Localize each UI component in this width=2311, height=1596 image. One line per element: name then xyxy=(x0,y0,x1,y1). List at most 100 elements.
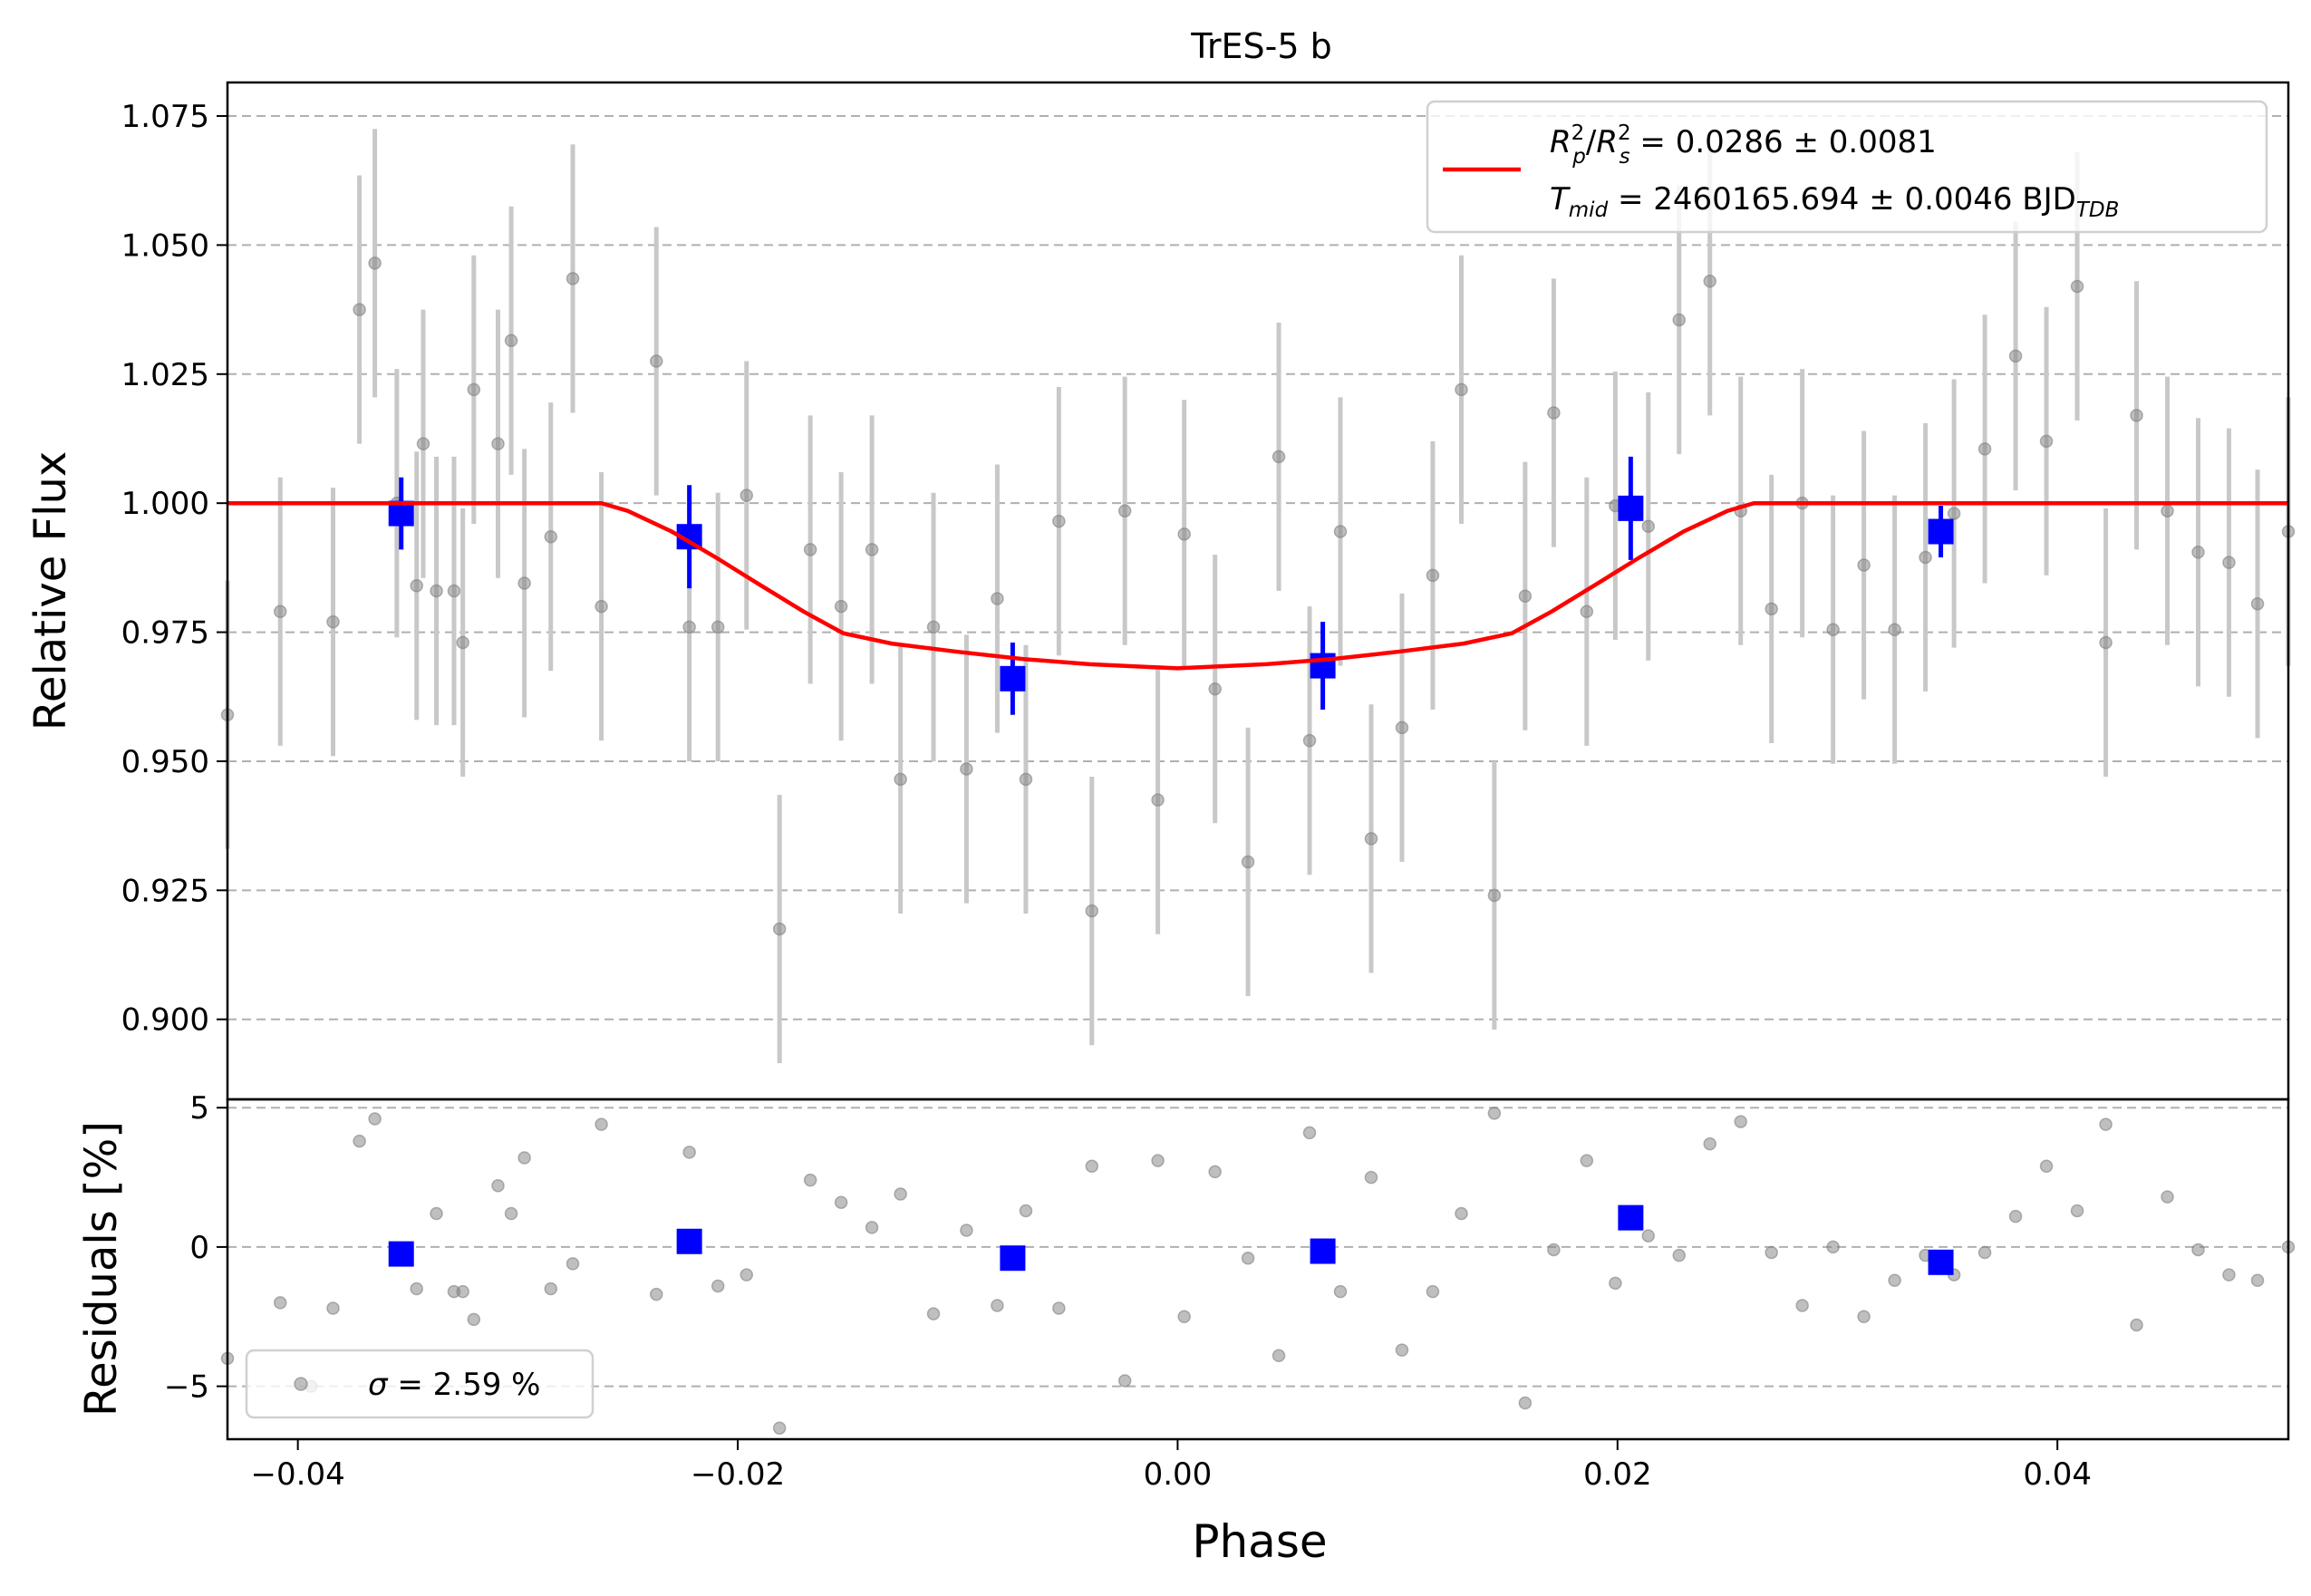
flux-y-tick-label: 0.950 xyxy=(121,744,209,780)
flux-data-point xyxy=(2008,349,2023,363)
residual-data-point xyxy=(410,1282,423,1296)
residual-data-point xyxy=(682,1146,696,1159)
residual-data-point xyxy=(1208,1165,1222,1179)
flux-y-tick-label: 1.075 xyxy=(121,99,209,135)
flux-data-point xyxy=(1019,772,1033,787)
residual-binned-point xyxy=(1928,1249,1954,1275)
residual-data-point xyxy=(368,1112,382,1126)
residual-data-point xyxy=(456,1284,469,1299)
flux-data-point xyxy=(2250,596,2265,611)
phase-x-tick-label: −0.02 xyxy=(691,1456,785,1493)
flux-data-point xyxy=(1826,623,1840,636)
flux-data-point xyxy=(1364,832,1378,846)
flux-y-tick-label: 0.975 xyxy=(121,615,209,652)
residual-data-point xyxy=(2070,1204,2084,1218)
flux-data-point xyxy=(711,620,725,634)
flux-data-point xyxy=(1547,406,1561,420)
residual-data-point xyxy=(467,1312,481,1327)
residual-data-point xyxy=(991,1299,1004,1312)
residuals-y-tick-label: 5 xyxy=(189,1090,209,1127)
flux-data-point xyxy=(926,620,941,634)
residual-data-point xyxy=(566,1257,580,1271)
flux-data-point xyxy=(1177,527,1191,541)
residual-data-point xyxy=(1333,1284,1348,1299)
flux-data-point xyxy=(326,614,340,629)
flux-binned-point xyxy=(1000,665,1026,692)
residual-data-point xyxy=(430,1206,443,1221)
flux-data-point xyxy=(682,620,696,634)
flux-data-point xyxy=(595,599,608,614)
residual-data-point xyxy=(1580,1154,1594,1167)
residual-data-point xyxy=(1395,1343,1409,1357)
residual-binned-points xyxy=(388,1204,1954,1275)
flux-data-point xyxy=(894,772,907,787)
residual-data-point xyxy=(1826,1240,1840,1254)
residual-data-point xyxy=(1734,1115,1747,1128)
residual-data-point xyxy=(595,1117,608,1131)
residual-data-point xyxy=(1547,1243,1561,1257)
residual-data-point xyxy=(1672,1248,1687,1262)
flux-data-point xyxy=(2161,504,2174,517)
flux-data-point xyxy=(960,762,973,776)
residual-data-point xyxy=(1302,1126,1317,1140)
model-curve xyxy=(227,500,2288,671)
flux-data-point xyxy=(368,256,382,270)
residual-data-point xyxy=(1977,1245,1992,1260)
phase-x-tick-label: 0.04 xyxy=(2023,1456,2092,1493)
residual-data-point xyxy=(1272,1349,1286,1363)
residual-data-point xyxy=(1241,1251,1255,1265)
residual-binned-point xyxy=(1618,1204,1644,1231)
residual-data-point xyxy=(2222,1268,2236,1282)
flux-data-point xyxy=(504,334,518,348)
phase-x-axis-label: Phase xyxy=(1192,1515,1327,1568)
residual-data-point xyxy=(2039,1159,2054,1174)
flux-data-point xyxy=(834,599,848,614)
flux-data-point xyxy=(491,437,505,450)
residuals-y-tick-label: −5 xyxy=(164,1369,209,1406)
flux-data-point xyxy=(353,303,366,316)
flux-data-point xyxy=(1765,602,1778,616)
flux-data-point xyxy=(1426,568,1440,583)
residual-data-point xyxy=(1085,1159,1099,1174)
residuals-y-tick-label: 0 xyxy=(189,1230,209,1266)
flux-data-point xyxy=(1085,904,1099,918)
residuals-legend-box xyxy=(245,1349,595,1419)
flux-data-point xyxy=(1302,733,1317,748)
flux-data-point xyxy=(416,437,430,450)
residual-data-point xyxy=(504,1206,518,1221)
residual-data-point xyxy=(2008,1209,2023,1224)
residual-data-point xyxy=(865,1221,879,1234)
flux-data-point xyxy=(1857,558,1871,572)
flux-data-point xyxy=(1052,514,1066,528)
residual-data-point xyxy=(1888,1273,1901,1288)
residual-data-point xyxy=(1703,1137,1716,1151)
residual-data-point xyxy=(2099,1117,2113,1131)
flux-binned-point xyxy=(1310,653,1336,679)
flux-data-point xyxy=(410,579,423,593)
residuals-axes-frame xyxy=(226,1098,2290,1441)
residual-data-point xyxy=(2130,1318,2143,1332)
flux-data-point xyxy=(1641,519,1656,534)
residuals-y-axis-label: Residuals [%] xyxy=(76,1121,127,1417)
flux-data-point xyxy=(1672,313,1687,327)
residual-data-point xyxy=(1151,1154,1165,1167)
flux-data-point xyxy=(1395,721,1409,735)
residual-data-point xyxy=(926,1307,941,1320)
flux-y-tick-label: 1.025 xyxy=(121,357,209,393)
flux-data-point xyxy=(1518,589,1533,603)
flux-data-point xyxy=(1888,623,1901,636)
phase-x-tick-label: 0.00 xyxy=(1144,1456,1213,1493)
flux-data-point xyxy=(566,272,580,285)
residuals-panel: −5 0 5 −0.04 −0.02 0.00 0.02 0.04 Residuals [%… xyxy=(76,1090,2296,1568)
residual-data-point xyxy=(1518,1396,1533,1410)
flux-data-point xyxy=(740,488,753,502)
flux-data-point xyxy=(2222,556,2236,569)
residual-data-point xyxy=(960,1224,973,1237)
residual-data-point xyxy=(1426,1284,1440,1299)
flux-data-point xyxy=(1241,855,1255,869)
flux-data-point xyxy=(2191,546,2205,559)
flux-data-point xyxy=(649,354,663,368)
flux-data-point xyxy=(544,529,558,544)
flux-data-point xyxy=(1919,550,1932,565)
